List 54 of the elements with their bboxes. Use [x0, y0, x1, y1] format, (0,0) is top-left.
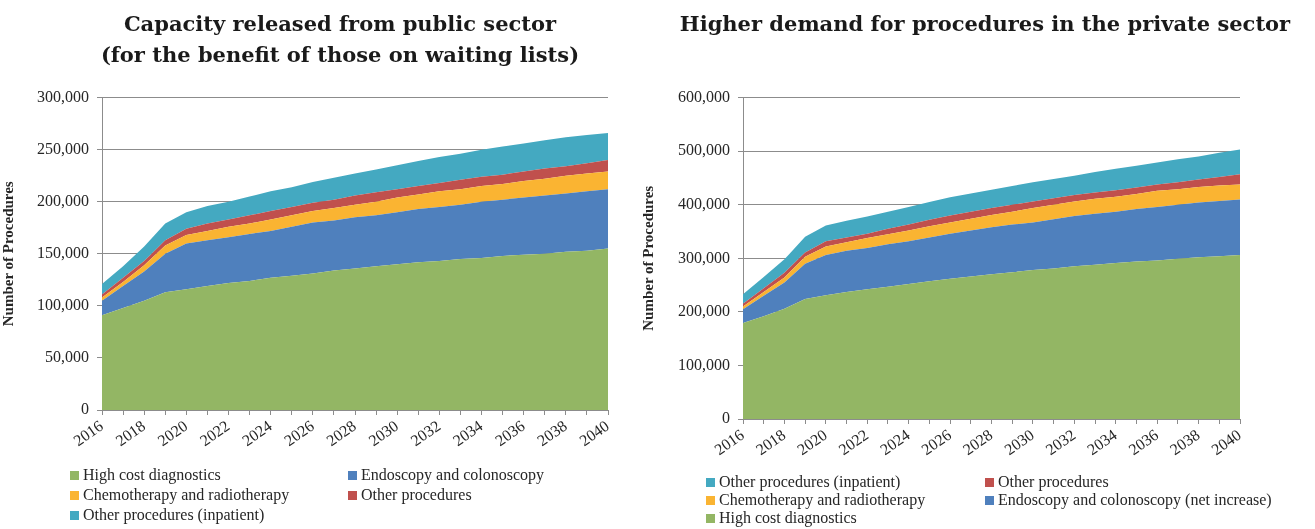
- x-tick-label: 2034: [1083, 425, 1120, 459]
- x-tick-label: 2022: [196, 416, 233, 450]
- y-tick-label: 500,000: [678, 141, 730, 159]
- legend-label: Other procedures: [361, 485, 472, 505]
- x-tick-label: 2038: [1166, 425, 1203, 459]
- y-axis-title: Number of Procedures: [0, 181, 16, 327]
- y-tick-label: 100,000: [678, 355, 730, 373]
- x-tick-label: 2022: [835, 425, 872, 459]
- y-tick-label: 0: [722, 409, 730, 427]
- legend-label: Endoscopy and colonoscopy: [361, 465, 545, 485]
- legend-label: Other procedures (inpatient): [83, 505, 265, 525]
- y-tick-label: 50,000: [45, 348, 89, 366]
- x-tick-label: 2024: [238, 416, 275, 450]
- x-tick-label: 2028: [323, 416, 360, 450]
- x-tick-label: 2020: [154, 416, 191, 450]
- y-tick-label: 0: [81, 400, 89, 418]
- legend-label: Chemotherapy and radiotherapy: [719, 491, 926, 509]
- y-tick-label: 300,000: [678, 248, 730, 266]
- y-tick-label: 400,000: [678, 194, 730, 212]
- x-tick-label: 2016: [70, 416, 107, 450]
- legend-label: Chemotherapy and radiotherapy: [83, 485, 290, 505]
- chart-title: Higher demand for procedures in the private sector: [678, 10, 1292, 38]
- legend-label: Other procedures: [998, 473, 1109, 491]
- y-tick-label: 300,000: [37, 87, 89, 105]
- x-tick-label: 2028: [959, 425, 996, 459]
- y-tick-label: 600,000: [678, 87, 730, 105]
- legend-label: Endoscopy and colonoscopy (net increase): [998, 491, 1272, 509]
- x-tick-label: 2034: [449, 416, 486, 450]
- x-tick-label: 2036: [491, 416, 528, 450]
- x-tick-label: 2036: [1125, 425, 1162, 459]
- x-tick-label: 2026: [281, 416, 317, 450]
- x-tick-label: 2024: [876, 425, 913, 459]
- x-tick-label: 2030: [365, 416, 402, 450]
- y-tick-label: 200,000: [37, 191, 89, 209]
- y-tick-label: 100,000: [37, 296, 89, 314]
- legend-label: High cost diagnostics: [719, 509, 857, 527]
- y-axis-title: Number of Procedures: [639, 185, 656, 331]
- x-tick-label: 2018: [112, 416, 149, 450]
- chart-title: Capacity released from public sector (for the benefit of those on waiting lists): [99, 10, 581, 69]
- y-tick-label: 200,000: [678, 302, 730, 320]
- x-tick-label: 2030: [1001, 425, 1038, 459]
- legend-label: High cost diagnostics: [83, 465, 221, 485]
- x-tick-label: 2032: [1042, 425, 1079, 459]
- x-tick-label: 2040: [576, 416, 613, 450]
- x-tick-label: 2020: [794, 425, 830, 459]
- y-tick-label: 150,000: [37, 244, 89, 261]
- legend-label: Other procedures (inpatient): [719, 473, 901, 491]
- y-tick-label: 250,000: [37, 139, 89, 157]
- x-tick-label: 2018: [752, 425, 789, 459]
- x-tick-label: 2038: [534, 416, 570, 450]
- x-tick-label: 2032: [407, 416, 444, 450]
- x-tick-label: 2016: [711, 425, 748, 459]
- x-tick-label: 2040: [1208, 425, 1245, 459]
- x-tick-label: 2026: [918, 425, 955, 459]
